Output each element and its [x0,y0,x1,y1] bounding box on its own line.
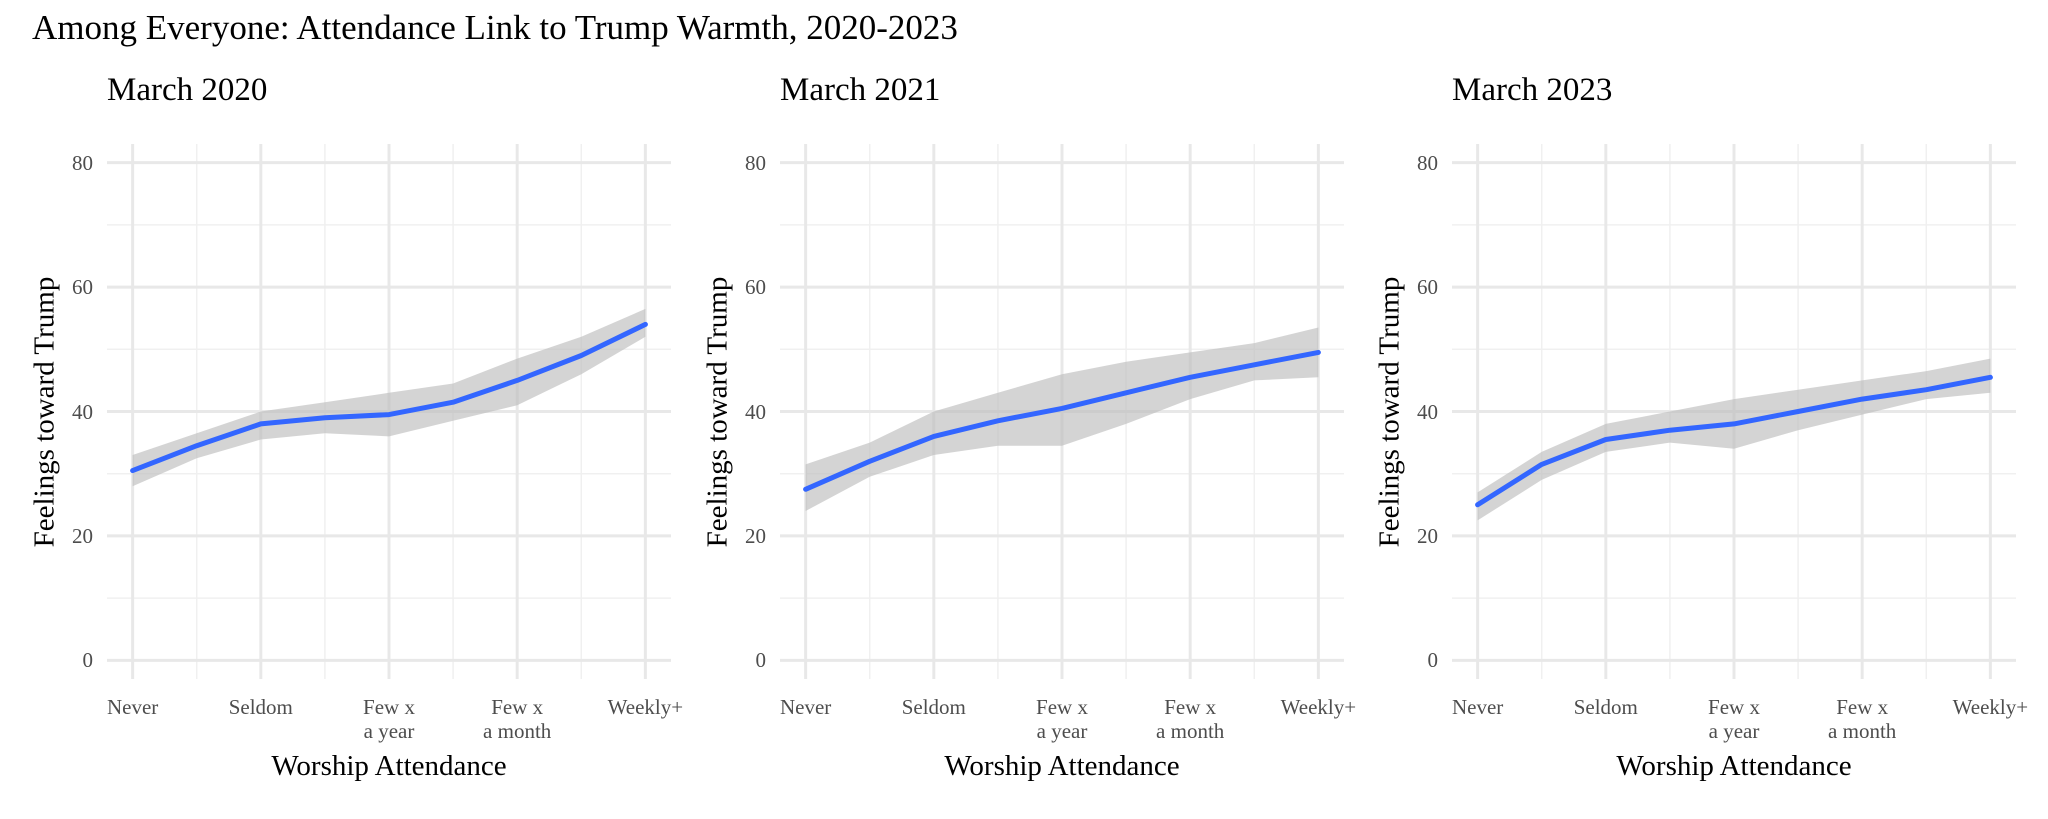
confidence-band [132,308,646,487]
y-tick-label: 20 [745,523,766,548]
y-tick-label: 60 [1417,275,1438,300]
x-axis-title: Worship Attendance [1616,750,1852,782]
x-tick-label: Never [1451,695,1504,719]
x-tick-label: Seldom [901,695,966,719]
y-tick-label: 40 [1417,399,1438,424]
y-axis-title: Feelings toward Trump [28,276,61,547]
x-tick-label: Seldom [1573,695,1638,719]
y-tick-label: 40 [72,399,93,424]
x-tick-label: Never [106,695,159,719]
panel-title: March 2021 [780,72,941,108]
x-tick-label: Few x a month [483,695,552,744]
y-tick-label: 20 [1417,523,1438,548]
x-tick-label: Few x a month [1156,695,1225,744]
confidence-band [805,327,1319,511]
x-tick-label: Weekly+ [1952,695,2029,719]
y-tick-label: 80 [745,150,766,175]
y-axis-title: Feelings toward Trump [701,276,734,547]
x-tick-label: Never [779,695,832,719]
x-tick-label: Few x a year [363,695,415,744]
x-axis-title: Worship Attendance [944,750,1180,782]
trend-line [1475,374,1993,508]
y-tick-label: 20 [72,523,93,548]
x-tick-label: Weekly+ [607,695,684,719]
panel-title: March 2020 [107,72,268,108]
y-tick-label: 0 [1427,648,1439,673]
y-tick-label: 60 [745,275,766,300]
panel-title: March 2023 [1452,72,1613,108]
x-tick-label: Weekly+ [1280,695,1357,719]
x-tick-label: Few x a year [1708,695,1760,744]
trend-line [130,321,648,474]
y-tick-label: 60 [72,275,93,300]
x-tick-label: Seldom [228,695,293,719]
y-tick-label: 0 [82,648,94,673]
x-tick-label: Few x a month [1828,695,1897,744]
x-tick-label: Few x a year [1036,695,1088,744]
y-axis-title: Feelings toward Trump [1373,276,1406,547]
x-axis-title: Worship Attendance [271,750,507,782]
figure-title: Among Everyone: Attendance Link to Trump… [32,8,958,47]
trend-line [803,349,1321,492]
y-tick-label: 0 [755,648,767,673]
y-tick-label: 80 [1417,150,1438,175]
y-tick-label: 80 [72,150,93,175]
y-tick-label: 40 [745,399,766,424]
